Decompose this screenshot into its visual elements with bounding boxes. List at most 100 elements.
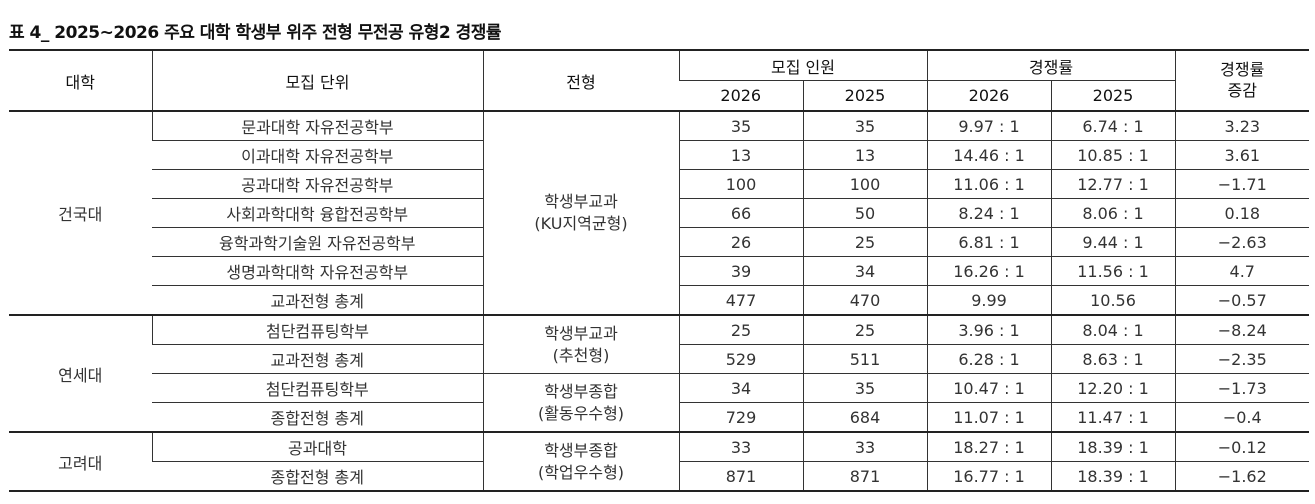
- header-competition-2026: 2026: [926, 80, 1051, 112]
- table-row: 융학과학기술원 자유전공학부 26 25 6.81 : 1 9.44 : 1 −2.63: [9, 227, 1310, 257]
- cell-quota-2026: 13: [678, 140, 803, 170]
- cell-competition-2025: 8.04 : 1: [1050, 315, 1176, 345]
- cell-quota-2025: 100: [802, 169, 927, 199]
- cell-unit: 교과전형 총계: [152, 344, 483, 374]
- cell-unit: 사회과학대학 융합전공학부: [152, 198, 483, 228]
- cell-competition-2025: 11.47 : 1: [1050, 402, 1176, 433]
- header-row-2: 2026 2025 2026 2025: [9, 80, 1309, 112]
- admission-type-line1: 학생부종합: [544, 381, 618, 401]
- header-unit: 모집 단위: [151, 49, 483, 112]
- cell-competition-2026: 18.27 : 1: [926, 432, 1051, 462]
- cell-quota-2025: 35: [802, 111, 927, 141]
- cell-university: 고려대: [9, 432, 152, 492]
- cell-university: 연세대: [9, 315, 152, 433]
- header-competition-2025: 2025: [1050, 80, 1176, 112]
- cell-quota-2025: 33: [802, 432, 927, 462]
- cell-unit: 공과대학: [151, 432, 483, 462]
- cell-quota-2026: 33: [678, 432, 803, 462]
- header-change: 경쟁률 증감: [1174, 49, 1310, 112]
- cell-unit: 종합전형 총계: [152, 402, 483, 433]
- header-university: 대학: [9, 49, 152, 112]
- cell-competition-2025: 11.56 : 1: [1050, 256, 1176, 286]
- cell-quota-2026: 25: [678, 315, 803, 345]
- cell-quota-2026: 66: [678, 198, 803, 228]
- table-row: 공과대학 자유전공학부 100 100 11.06 : 1 12.77 : 1 −1.71: [9, 169, 1310, 199]
- cell-competition-2025: 10.56: [1050, 285, 1176, 316]
- cell-change: −0.12: [1174, 432, 1310, 462]
- cell-quota-2025: 34: [802, 256, 927, 286]
- cell-competition-2026: 6.81 : 1: [926, 227, 1051, 257]
- cell-unit: 종합전형 총계: [152, 461, 483, 492]
- table-row: 생명과학대학 자유전공학부 39 34 16.26 : 1 11.56 : 1 4.7: [9, 256, 1310, 286]
- cell-change: −1.62: [1174, 461, 1310, 492]
- table-row: 고려대 공과대학 학생부종합 (학업우수형) 33 33 18.27 : 1 18.39 : …: [9, 432, 1310, 492]
- cell-change: −2.63: [1174, 227, 1310, 257]
- cell-admission-type: 학생부교과 (KU지역균형): [482, 111, 679, 316]
- cell-unit: 공과대학 자유전공학부: [152, 169, 483, 199]
- cell-competition-2025: 18.39 : 1: [1050, 432, 1176, 462]
- cell-quota-2025: 13: [802, 140, 927, 170]
- cell-quota-2025: 871: [802, 461, 927, 492]
- cell-unit: 교과전형 총계: [152, 285, 483, 316]
- header-quota-2026: 2026: [679, 80, 803, 112]
- cell-quota-2025: 684: [802, 402, 927, 433]
- table-row: 교과전형 총계 529 511 6.28 : 1 8.63 : 1 −2.35: [9, 344, 1310, 374]
- cell-unit: 이과대학 자유전공학부: [152, 140, 483, 170]
- table-row: 사회과학대학 융합전공학부 66 50 8.24 : 1 8.06 : 1 0.18: [9, 198, 1310, 228]
- admission-type-line1: 학생부교과: [544, 192, 618, 212]
- cell-unit: 첨단컴퓨팅학부: [151, 315, 483, 345]
- cell-competition-2025: 9.44 : 1: [1050, 227, 1176, 257]
- cell-change: 4.7: [1174, 256, 1310, 286]
- cell-unit: 생명과학대학 자유전공학부: [152, 256, 483, 286]
- header-admission-type: 전형: [482, 49, 679, 112]
- cell-competition-2026: 11.06 : 1: [926, 169, 1051, 199]
- cell-quota-2026: 871: [678, 461, 803, 492]
- cell-quota-2025: 25: [802, 227, 927, 257]
- header-change-line2: 증감: [1227, 80, 1257, 100]
- admission-type-line1: 학생부종합: [544, 440, 618, 460]
- cell-quota-2025: 470: [802, 285, 927, 316]
- cell-competition-2025: 12.20 : 1: [1050, 373, 1176, 403]
- header-quota: 모집 인원: [678, 49, 927, 81]
- cell-competition-2025: 8.06 : 1: [1050, 198, 1176, 228]
- cell-competition-2026: 3.96 : 1: [926, 315, 1051, 345]
- cell-change: −0.4: [1174, 402, 1310, 433]
- cell-unit: 문과대학 자유전공학부: [151, 111, 483, 141]
- table-row: 이과대학 자유전공학부 13 13 14.46 : 1 10.85 : 1 3.61: [9, 140, 1310, 170]
- cell-quota-2026: 477: [678, 285, 803, 316]
- cell-admission-type: 학생부종합 (학업우수형): [482, 432, 679, 492]
- cell-competition-2026: 10.47 : 1: [926, 373, 1051, 403]
- cell-change: 3.61: [1174, 140, 1310, 170]
- admission-type-line1: 학생부교과: [544, 323, 618, 343]
- table-row: 종합전형 총계 871 871 16.77 : 1 18.39 : 1 −1.62: [9, 461, 1310, 492]
- table-row: 첨단컴퓨팅학부 학생부종합 (활동우수형) 34 35 10.47 : 1 12.20 : …: [9, 373, 1310, 433]
- cell-change: −1.73: [1174, 373, 1310, 403]
- cell-competition-2026: 8.24 : 1: [926, 198, 1051, 228]
- cell-competition-2026: 11.07 : 1: [926, 402, 1051, 433]
- cell-competition-2026: 14.46 : 1: [926, 140, 1051, 170]
- cell-competition-2025: 8.63 : 1: [1050, 344, 1176, 374]
- cell-competition-2025: 6.74 : 1: [1050, 111, 1176, 141]
- cell-change: −0.57: [1174, 285, 1310, 316]
- cell-quota-2025: 35: [802, 373, 927, 403]
- table-row: 교과전형 총계 477 470 9.99 10.56 −0.57: [9, 285, 1310, 316]
- cell-change: −1.71: [1174, 169, 1310, 199]
- cell-quota-2026: 26: [678, 227, 803, 257]
- cell-competition-2026: 9.97 : 1: [926, 111, 1051, 141]
- cell-change: −8.24: [1174, 315, 1310, 345]
- cell-competition-2026: 16.77 : 1: [926, 461, 1051, 492]
- cell-quota-2026: 35: [678, 111, 803, 141]
- admission-type-line2: (활동우수형): [537, 403, 625, 423]
- cell-competition-2026: 9.99: [926, 285, 1051, 316]
- table-row: 종합전형 총계 729 684 11.07 : 1 11.47 : 1 −0.4: [9, 402, 1310, 433]
- cell-quota-2026: 34: [678, 373, 803, 403]
- table-row: 연세대 첨단컴퓨팅학부 학생부교과 (추천형) 25 25 3.96 : 1 8.04 : 1…: [9, 315, 1310, 433]
- header-competition: 경쟁률: [926, 49, 1176, 81]
- cell-competition-2025: 12.77 : 1: [1050, 169, 1176, 199]
- cell-quota-2026: 529: [678, 344, 803, 374]
- cell-competition-2026: 16.26 : 1: [926, 256, 1051, 286]
- admission-type-line2: (학업우수형): [537, 462, 625, 482]
- header-row-1: 대학 모집 단위 전형 모집 인원 경쟁률 경쟁률 증감: [9, 49, 1310, 112]
